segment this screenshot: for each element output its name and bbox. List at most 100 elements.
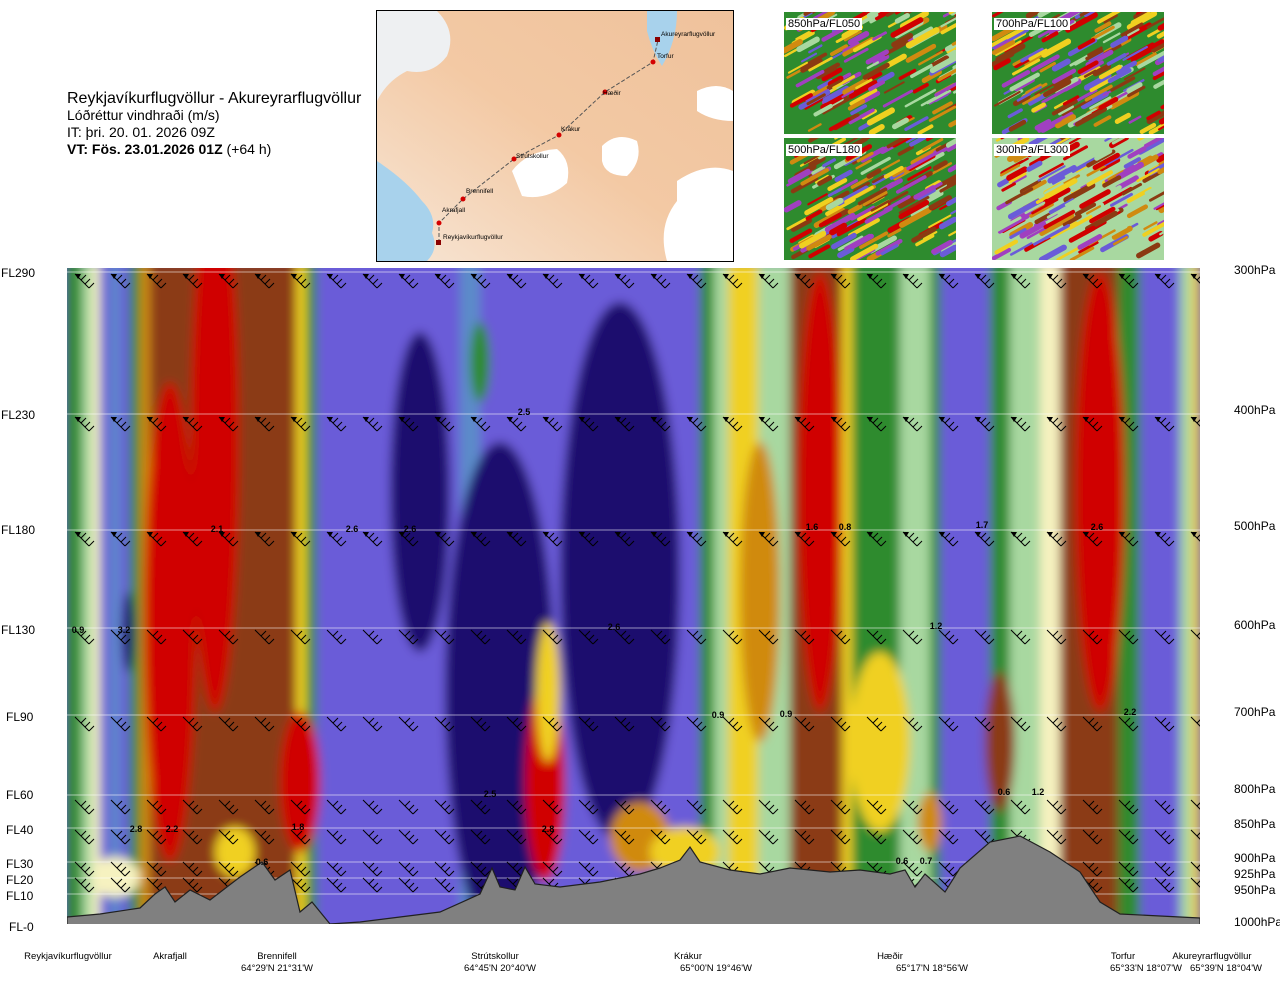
fl-label: FL230 — [1, 408, 35, 422]
field-cell — [390, 332, 450, 652]
thumb-streak — [1009, 72, 1040, 92]
wind-barb — [1118, 416, 1139, 432]
thumb-streak — [877, 71, 895, 84]
thumbnail-500[interactable]: 500hPa/FL180 — [784, 138, 956, 260]
wind-barb — [110, 861, 131, 877]
thumb-streak — [1123, 157, 1142, 169]
thumb-streak — [915, 152, 945, 171]
thumb-streak — [1038, 244, 1067, 260]
thumbnail-300[interactable]: 300hPa/FL300 — [992, 138, 1164, 260]
wind-barb — [362, 799, 383, 815]
pressure-labels: 300hPa 400hPa 500hPa 600hPa 700hPa 800hP… — [1234, 263, 1280, 929]
thumb-streak — [1029, 202, 1054, 218]
wind-barb — [1190, 716, 1200, 727]
wind-barb — [614, 829, 635, 845]
wind-barb — [398, 799, 419, 815]
thumb-streak — [1051, 68, 1077, 84]
thumb-streak — [946, 143, 956, 152]
thumb-streak — [1024, 55, 1042, 66]
thumb-streak — [856, 151, 874, 163]
wind-barb — [1082, 861, 1103, 877]
thumb-streak — [841, 138, 859, 147]
wind-barb — [614, 416, 635, 432]
thumb-streak — [1098, 96, 1119, 111]
wind-barb — [938, 716, 959, 732]
wind-barb — [1118, 273, 1139, 289]
thumb-streak — [995, 43, 1026, 63]
wind-barb — [614, 716, 635, 732]
thumb-streak — [946, 45, 956, 54]
wind-barb — [362, 629, 383, 645]
field-cell — [1075, 272, 1125, 712]
thumb-streak — [821, 27, 844, 42]
thumb-streak — [1120, 22, 1144, 37]
value-label: 2.6 — [346, 524, 359, 534]
thumb-streak — [1054, 114, 1077, 129]
wind-barb — [1118, 877, 1139, 893]
wind-barb — [1118, 861, 1139, 877]
thumb-streak — [890, 17, 924, 38]
thumb-streak — [884, 53, 907, 69]
hpa-label: 925hPa — [1234, 867, 1276, 881]
thumb-streak — [1012, 94, 1031, 107]
wind-barb — [1118, 531, 1139, 547]
thumb-streak — [910, 205, 929, 217]
thumb-streak — [1006, 166, 1028, 181]
thumbnail-300-label: 300hPa/FL300 — [994, 144, 1071, 156]
thumb-streak — [1062, 214, 1082, 227]
wind-barb — [470, 829, 491, 845]
thumbnail-850[interactable]: 850hPa/FL050 — [784, 12, 956, 134]
wind-barb — [182, 877, 203, 893]
wind-barb — [326, 629, 347, 645]
wind-barb — [182, 629, 203, 645]
thumb-streak — [899, 207, 932, 228]
wind-barb — [578, 861, 599, 877]
thumb-streak — [814, 174, 829, 184]
waypoint-name: Reykjavíkurflugvöllur — [24, 951, 112, 962]
wind-barb — [218, 861, 239, 877]
wind-barb — [578, 273, 599, 289]
wind-barb — [1082, 416, 1103, 432]
fl-label: FL-0 — [9, 920, 34, 934]
wind-barb — [830, 273, 851, 289]
wind-barb — [1190, 877, 1200, 888]
wind-barb — [110, 799, 131, 815]
wind-barb — [650, 416, 671, 432]
wind-barb — [578, 829, 599, 845]
thumb-streak — [1098, 64, 1122, 80]
thumb-streak — [1005, 27, 1024, 40]
hpa-label: 600hPa — [1234, 618, 1276, 632]
value-label: 1.8 — [292, 822, 305, 832]
wind-barb — [506, 716, 527, 732]
thumb-streak — [1086, 164, 1107, 177]
wind-barb — [1082, 716, 1103, 732]
thumb-streak — [883, 81, 905, 94]
thumb-streak — [855, 159, 872, 170]
thumb-streak — [1068, 215, 1093, 230]
wind-barb — [542, 416, 563, 432]
wind-barb — [254, 716, 275, 732]
wind-barb — [542, 829, 563, 845]
thumbnail-700[interactable]: 700hPa/FL100 — [992, 12, 1164, 134]
wind-barb — [758, 829, 779, 845]
thumb-streak — [992, 12, 1004, 18]
field-cell — [122, 592, 134, 672]
thumb-streak — [932, 55, 950, 68]
thumb-streak — [1146, 110, 1161, 121]
thumb-streak — [866, 61, 880, 70]
thumb-streak — [1058, 105, 1074, 116]
thumb-streak — [1028, 86, 1042, 95]
thumb-streak — [826, 79, 843, 90]
hpa-label: 400hPa — [1234, 403, 1276, 417]
wind-barb — [290, 799, 311, 815]
thumb-streak — [1001, 70, 1031, 88]
thumb-streak — [1063, 182, 1096, 203]
thumb-streak — [1146, 17, 1164, 29]
thumb-streak — [800, 52, 818, 63]
thumb-streak — [928, 181, 943, 192]
fl-label: FL40 — [6, 823, 34, 837]
thumb-streak — [824, 62, 841, 74]
waypoint-name: Akureyrarflugvöllur — [1172, 951, 1251, 962]
waypoint-name: Strútskollur — [471, 951, 519, 962]
thumb-streak — [994, 239, 1019, 255]
